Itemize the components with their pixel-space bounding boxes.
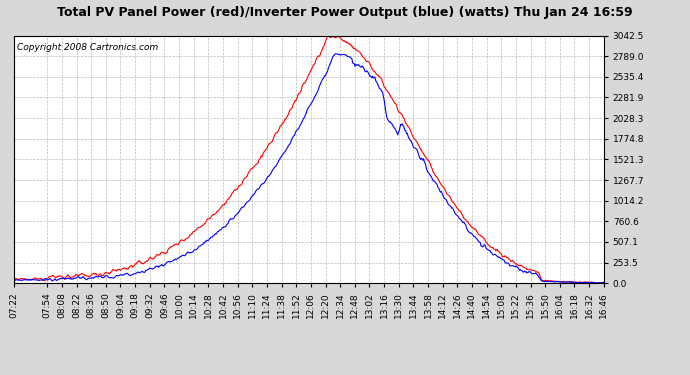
Text: Total PV Panel Power (red)/Inverter Power Output (blue) (watts) Thu Jan 24 16:59: Total PV Panel Power (red)/Inverter Powe… [57,6,633,19]
Text: Copyright 2008 Cartronics.com: Copyright 2008 Cartronics.com [17,43,158,52]
